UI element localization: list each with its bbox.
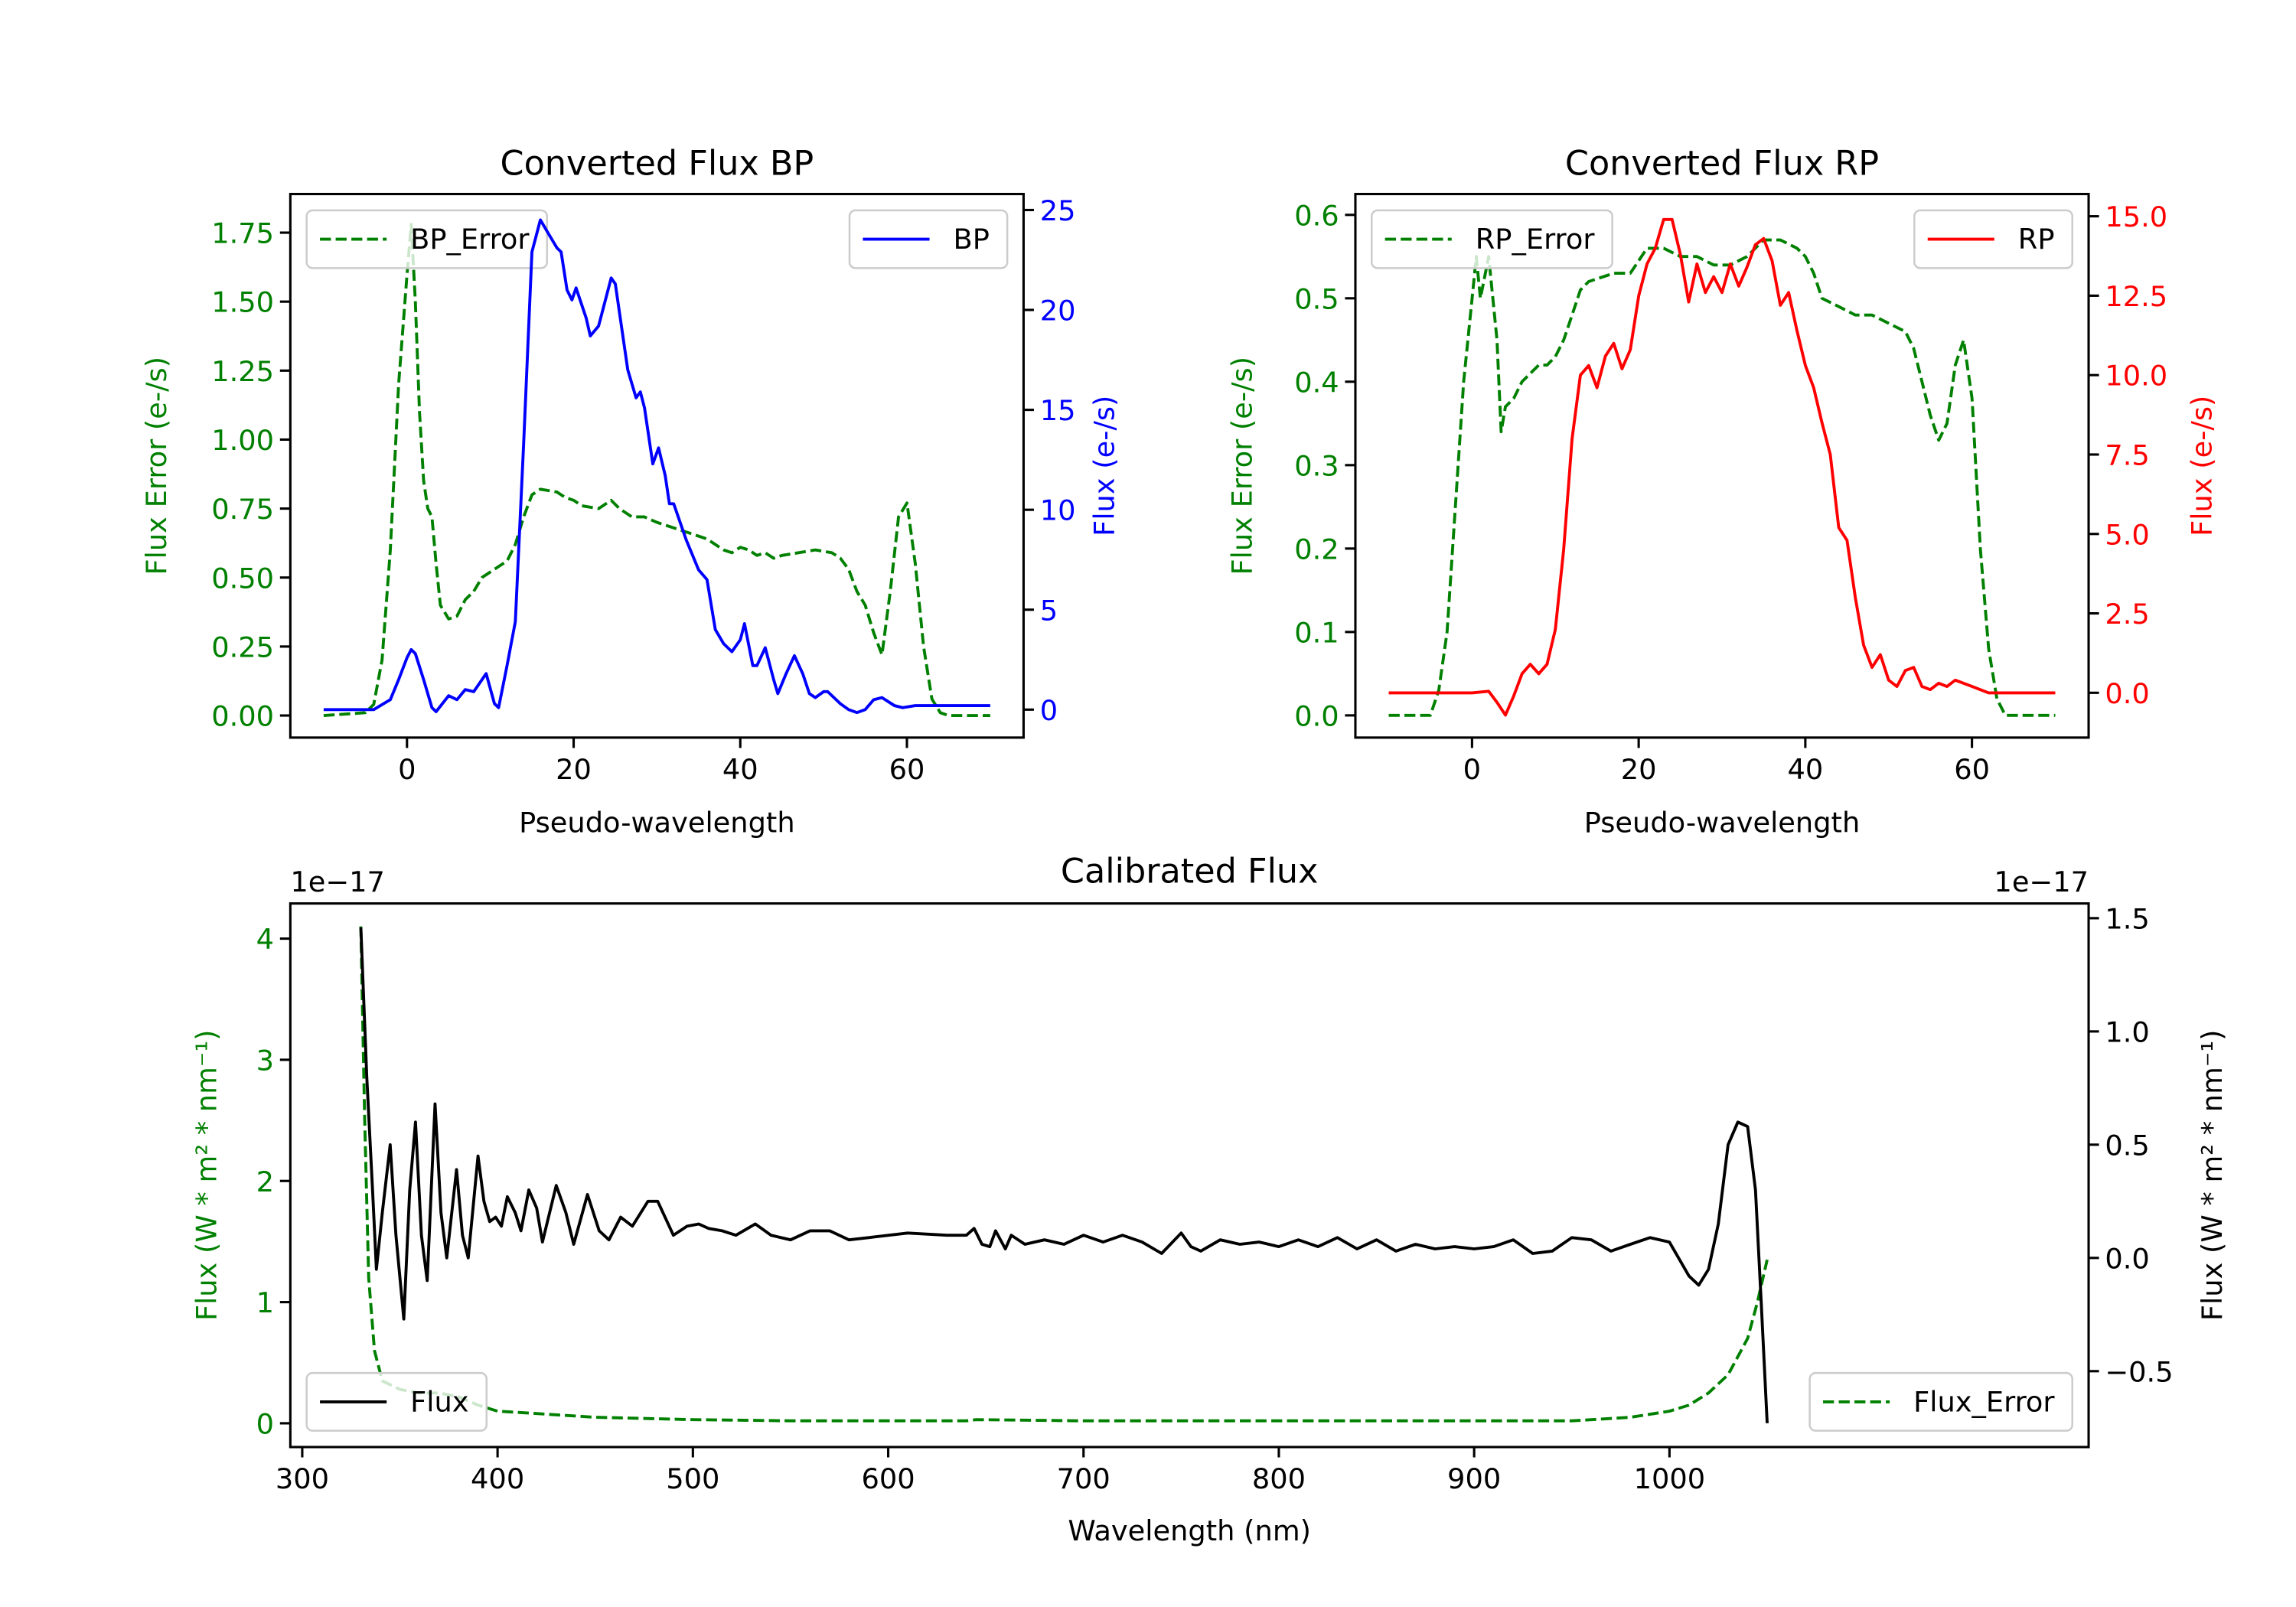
left-y-tick-label: 2	[256, 1165, 274, 1198]
right-y-tick-label: 20	[1040, 295, 1076, 328]
right-y-tick-label: 15.0	[2105, 200, 2167, 233]
x-tick-label: 40	[722, 753, 758, 786]
chart-title: Converted Flux RP	[1565, 144, 1879, 183]
legend-flux: Flux	[305, 1371, 488, 1432]
x-tick-label: 400	[471, 1462, 524, 1495]
left-y-axis-label: Flux (W * m² * nm⁻¹)	[191, 1030, 223, 1321]
right-y-tick-label: 12.5	[2105, 280, 2167, 313]
right-y-tick-label: 1.5	[2105, 902, 2149, 935]
left-y-tick-label: 1.75	[211, 217, 274, 250]
x-axis-label: Pseudo-wavelength	[519, 807, 795, 839]
axes-frame	[289, 193, 1025, 739]
x-tick-label: 60	[889, 753, 925, 786]
left-y-tick-label: 1	[256, 1286, 274, 1319]
left-y-tick-label: 0.1	[1294, 616, 1339, 649]
left-y-tick-label: 0.0	[1294, 699, 1339, 732]
left-y-tick-label: 0.2	[1294, 533, 1339, 566]
left-offset-text: 1e−17	[290, 865, 385, 898]
right-y-tick-label: 1.0	[2105, 1015, 2149, 1048]
x-axis-label: Pseudo-wavelength	[1584, 807, 1861, 839]
left-y-axis-label: Flux Error (e-/s)	[140, 357, 173, 575]
axes-frame	[289, 902, 2090, 1449]
legend-flux-error: Flux_Error	[1808, 1371, 2073, 1432]
legend-label: BP_Error	[410, 223, 530, 256]
x-tick-label: 0	[398, 753, 416, 786]
right-y-tick-label: 0	[1040, 694, 1058, 727]
chart-bp: Converted Flux BP 0 20 40 60 Pseudo-wavelengt…	[140, 144, 1121, 839]
right-y-axis-label: Flux (e-/s)	[2186, 396, 2219, 536]
x-tick-label: 800	[1252, 1462, 1306, 1495]
left-y-tick-label: 1.25	[211, 355, 274, 388]
legend-bp: BP	[848, 209, 1009, 269]
x-tick-label: 900	[1447, 1462, 1501, 1495]
left-y-tick-label: 0	[256, 1407, 274, 1440]
right-y-axis-label: Flux (W * m² * nm⁻¹)	[2196, 1030, 2229, 1321]
series-line-rp	[1388, 217, 2056, 717]
left-y-axis-label: Flux Error (e-/s)	[1225, 357, 1258, 575]
legend-frame	[305, 209, 549, 269]
charts: Converted Flux BP0 20 40 60Pseudo-wavelengt…	[140, 144, 2229, 1547]
right-y-tick-label: −0.5	[2105, 1355, 2173, 1388]
right-offset-text: 1e−17	[1994, 865, 2089, 898]
left-y-tick-label: 1.50	[211, 286, 274, 319]
x-tick-label: 20	[556, 753, 592, 786]
legend-label: BP	[953, 223, 989, 256]
chart-rp: Converted Flux RP 0 20 40 60 Pseudo-wavelengt…	[1225, 144, 2218, 839]
legend-label: RP	[2018, 223, 2055, 256]
axes-frame	[1354, 193, 2090, 739]
left-y-tick-label: 0.6	[1294, 199, 1339, 232]
right-y-tick-label: 25	[1040, 194, 1076, 227]
x-tick-label: 20	[1621, 753, 1657, 786]
legend-rp: RP	[1913, 209, 2074, 269]
x-tick-label: 700	[1057, 1462, 1110, 1495]
left-y-tick-label: 0.50	[211, 562, 274, 595]
legend-bp-error: BP_Error	[305, 209, 549, 269]
chart-title: Calibrated Flux	[1061, 852, 1319, 892]
legend-frame	[1371, 209, 1613, 269]
x-axis-label: Wavelength (nm)	[1068, 1514, 1311, 1547]
left-y-tick-label: 0.5	[1294, 282, 1339, 315]
right-y-tick-label: 0.0	[2105, 677, 2149, 710]
right-y-axis-label: Flux (e-/s)	[1088, 396, 1120, 536]
series-line-bp-error	[323, 223, 990, 717]
right-y-tick-label: 0.0	[2105, 1242, 2149, 1275]
left-y-tick-label: 0.3	[1294, 449, 1339, 482]
left-y-tick-label: 0.75	[211, 493, 274, 526]
series-line-flux	[359, 927, 1769, 1423]
right-y-tick-label: 7.5	[2105, 439, 2149, 472]
legend-label: Flux	[410, 1386, 468, 1419]
x-tick-label: 300	[276, 1462, 329, 1495]
legend-rp-error: RP_Error	[1371, 209, 1613, 269]
x-tick-label: 600	[861, 1462, 915, 1495]
x-tick-label: 1000	[1634, 1462, 1706, 1495]
legend-frame	[1808, 1371, 2073, 1432]
series-line-bp	[323, 218, 990, 715]
x-tick-label: 0	[1463, 753, 1481, 786]
right-y-tick-label: 0.5	[2105, 1129, 2149, 1162]
right-y-tick-label: 10	[1040, 494, 1076, 527]
right-y-tick-label: 2.5	[2105, 598, 2149, 631]
right-y-tick-label: 15	[1040, 394, 1076, 427]
legend-label: RP_Error	[1476, 223, 1596, 256]
left-y-tick-label: 0.4	[1294, 366, 1339, 399]
left-y-tick-label: 0.00	[211, 700, 274, 733]
left-y-tick-label: 3	[256, 1044, 274, 1077]
left-y-tick-label: 1.00	[211, 424, 274, 457]
right-y-tick-label: 5	[1040, 594, 1058, 627]
x-tick-label: 60	[1954, 753, 1990, 786]
legend-frame	[305, 1371, 488, 1432]
right-y-tick-label: 10.0	[2105, 360, 2167, 393]
legend-label: Flux_Error	[1913, 1386, 2055, 1419]
chart-title: Converted Flux BP	[501, 144, 814, 183]
chart-cal: Calibrated Flux 300 400 500 600 700 800 900 1000…	[191, 852, 2229, 1547]
left-y-tick-label: 0.25	[211, 631, 274, 663]
x-tick-label: 40	[1787, 753, 1823, 786]
right-y-tick-label: 5.0	[2105, 518, 2149, 551]
left-y-tick-label: 4	[256, 923, 274, 956]
x-tick-label: 500	[666, 1462, 719, 1495]
